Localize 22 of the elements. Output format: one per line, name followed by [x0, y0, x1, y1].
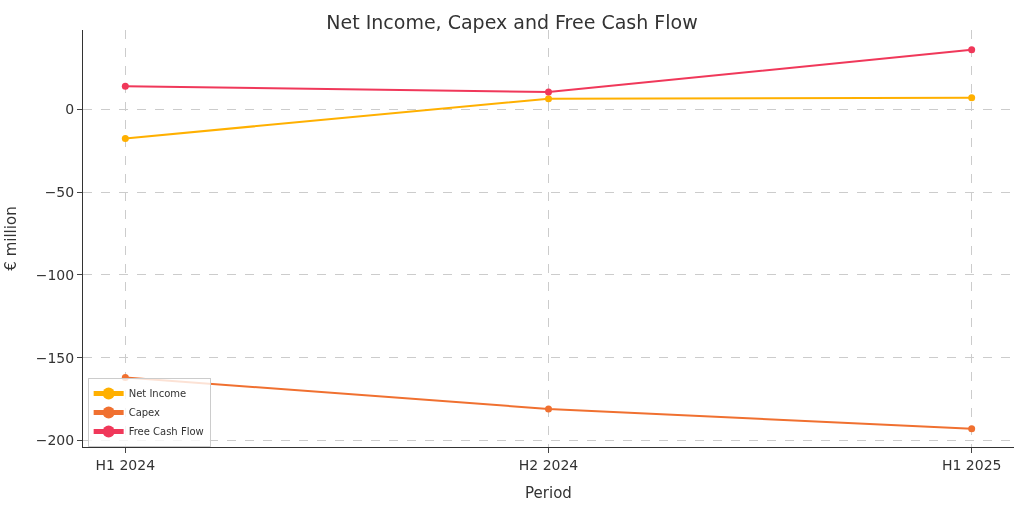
y-axis-title: € million — [2, 206, 20, 271]
legend-label: Capex — [128, 407, 161, 419]
chart-title: Net Income, Capex and Free Cash Flow — [326, 10, 698, 33]
legend-label: Free Cash Flow — [128, 426, 204, 438]
x-axis-title: Period — [525, 483, 572, 502]
legend-label: Net Income — [128, 388, 187, 400]
x-tick-label: H2 2024 — [518, 456, 579, 473]
x-tick-label: H1 2024 — [95, 456, 156, 473]
y-tick-label: −150 — [35, 349, 75, 366]
y-tick-label: −100 — [35, 266, 75, 283]
x-tick-label: H1 2025 — [941, 456, 1002, 473]
point — [968, 94, 976, 102]
point — [545, 88, 552, 96]
point — [545, 95, 552, 103]
point — [968, 425, 976, 433]
point — [121, 134, 129, 142]
point — [968, 46, 976, 54]
point — [545, 405, 552, 413]
y-tick-label: −200 — [35, 432, 75, 449]
point — [121, 82, 129, 90]
y-tick-label: 0 — [65, 101, 75, 118]
y-tick-label: −50 — [44, 184, 75, 201]
